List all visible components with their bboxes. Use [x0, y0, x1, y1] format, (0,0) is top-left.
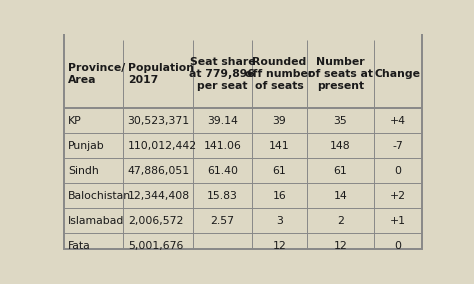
Text: 141.06: 141.06 — [203, 141, 241, 151]
Text: 12: 12 — [273, 241, 286, 250]
Text: 39.14: 39.14 — [207, 116, 238, 126]
Text: +4: +4 — [390, 116, 406, 126]
Text: 2,006,572: 2,006,572 — [128, 216, 183, 225]
Text: Sindh: Sindh — [68, 166, 99, 176]
Text: Balochistan: Balochistan — [68, 191, 131, 201]
Text: 30,523,371: 30,523,371 — [128, 116, 190, 126]
Text: 14: 14 — [334, 191, 347, 201]
Text: 47,886,051: 47,886,051 — [128, 166, 190, 176]
Text: 12,344,408: 12,344,408 — [128, 191, 190, 201]
Text: 3: 3 — [276, 216, 283, 225]
Text: 110,012,442: 110,012,442 — [128, 141, 197, 151]
Text: Number
of seats at
present: Number of seats at present — [308, 57, 373, 91]
Text: -7: -7 — [392, 141, 403, 151]
Text: Province/
Area: Province/ Area — [68, 63, 125, 85]
Text: 61: 61 — [273, 166, 286, 176]
Text: 148: 148 — [330, 141, 351, 151]
Text: 0: 0 — [394, 166, 401, 176]
Text: 2: 2 — [337, 216, 344, 225]
Text: 5,001,676: 5,001,676 — [128, 241, 183, 250]
Text: 15.83: 15.83 — [207, 191, 238, 201]
Text: Islamabad: Islamabad — [68, 216, 125, 225]
Text: 141: 141 — [269, 141, 290, 151]
Text: Fata: Fata — [68, 241, 91, 250]
Text: 12: 12 — [334, 241, 347, 250]
Text: 39: 39 — [273, 116, 286, 126]
Text: Seat share
at 779,896
per seat: Seat share at 779,896 per seat — [190, 57, 255, 91]
Text: KP: KP — [68, 116, 82, 126]
Text: +1: +1 — [390, 216, 406, 225]
Text: 61: 61 — [334, 166, 347, 176]
Text: 16: 16 — [273, 191, 286, 201]
Text: +2: +2 — [390, 191, 406, 201]
Text: 0: 0 — [394, 241, 401, 250]
Text: 2.57: 2.57 — [210, 216, 234, 225]
Text: 61.40: 61.40 — [207, 166, 238, 176]
Text: Rounded
off number
of seats: Rounded off number of seats — [246, 57, 314, 91]
Text: Change: Change — [375, 69, 421, 79]
Text: 35: 35 — [334, 116, 347, 126]
Text: Punjab: Punjab — [68, 141, 105, 151]
Text: Population
2017: Population 2017 — [128, 63, 194, 85]
